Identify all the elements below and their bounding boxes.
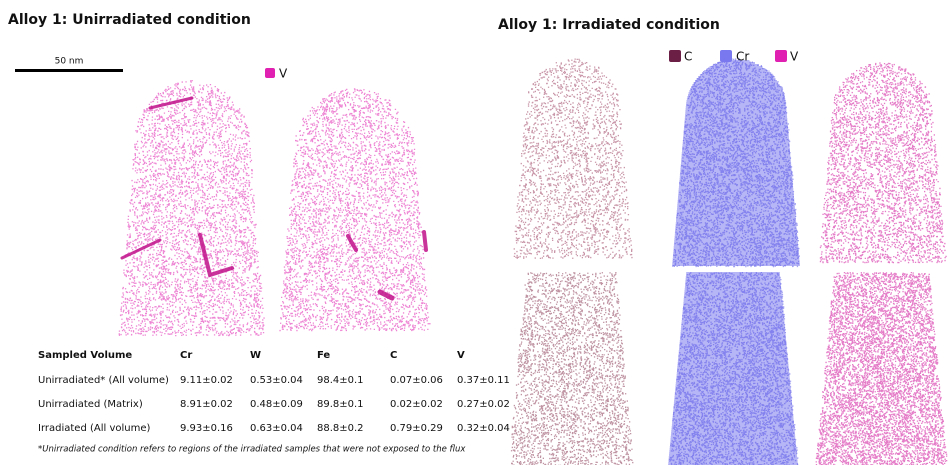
scale-bar-label: 50 nm	[55, 57, 84, 67]
table-cell: Unirradiated* (All volume)	[38, 375, 169, 386]
precipitate	[377, 289, 395, 301]
legend-label: V	[790, 50, 799, 64]
table-cell: 88.8±0.2	[317, 423, 364, 434]
table-header: Sampled Volume	[38, 350, 132, 361]
atom-map	[510, 272, 634, 465]
precipitate	[346, 234, 358, 252]
scale-bar	[15, 69, 123, 72]
precipitate	[198, 233, 234, 278]
composition-table: Sampled Volume Cr W Fe C V Unirradiated* (All …	[38, 350, 510, 434]
table-cell: 0.63±0.04	[250, 423, 303, 434]
atom-map	[815, 272, 948, 465]
table-cell: 0.48±0.09	[250, 399, 303, 410]
table-cell: Unirradiated (Matrix)	[38, 399, 143, 410]
atom-map	[819, 62, 947, 264]
table-cell: 8.91±0.02	[180, 399, 233, 410]
atom-map	[672, 58, 800, 268]
footnote: *Unirradiated condition refers to region…	[38, 445, 466, 455]
table-cell: 0.37±0.11	[457, 375, 510, 386]
table-cell: 89.8±0.1	[317, 399, 364, 410]
legend-label: Cr	[736, 50, 749, 64]
precipitate	[148, 96, 194, 110]
atom-map	[513, 58, 633, 259]
right-title: Alloy 1: Irradiated condition	[498, 17, 720, 33]
legend-label: C	[684, 50, 692, 64]
precipitate	[120, 238, 162, 260]
table-header: Fe	[317, 350, 330, 361]
atom-map	[118, 80, 265, 337]
table-cell: 9.93±0.16	[180, 423, 233, 434]
table-header: W	[250, 350, 261, 361]
atom-maps	[118, 58, 948, 465]
table-header: V	[457, 350, 465, 361]
table-cell: 0.07±0.06	[390, 375, 443, 386]
precipitate	[422, 230, 428, 252]
table-cell: 0.79±0.29	[390, 423, 443, 434]
atom-map	[668, 272, 799, 465]
table-cell: Irradiated (All volume)	[38, 423, 151, 434]
left-title: Alloy 1: Unirradiated condition	[8, 12, 251, 28]
table-cell: 0.53±0.04	[250, 375, 303, 386]
table-cell: 0.27±0.02	[457, 399, 510, 410]
legend-swatch	[265, 68, 275, 78]
table-header: C	[390, 350, 397, 361]
atom-map	[279, 88, 431, 332]
legend-swatch	[720, 50, 732, 62]
legend-label: V	[279, 67, 288, 81]
table-header: Cr	[180, 350, 192, 361]
table-cell: 98.4±0.1	[317, 375, 364, 386]
legend-swatch	[775, 50, 787, 62]
legend-swatch	[669, 50, 681, 62]
table-cell: 9.11±0.02	[180, 375, 233, 386]
table-cell: 0.02±0.02	[390, 399, 443, 410]
table-cell: 0.32±0.04	[457, 423, 510, 434]
